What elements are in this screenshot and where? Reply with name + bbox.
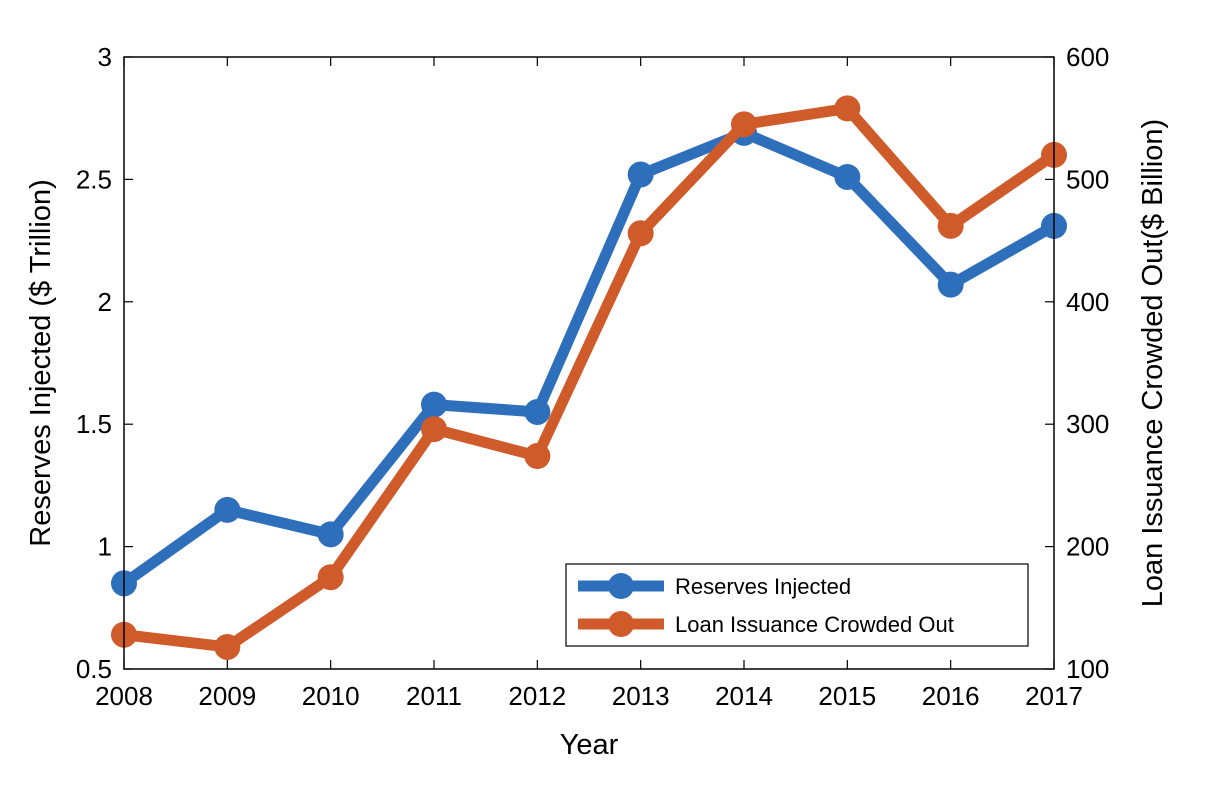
x-tick-label: 2017 bbox=[1025, 681, 1083, 711]
right-y-tick-label: 100 bbox=[1066, 654, 1109, 684]
data-point-loan bbox=[834, 95, 861, 122]
left-y-tick-label: 2.5 bbox=[76, 164, 112, 194]
right-y-tick-label: 600 bbox=[1066, 42, 1109, 72]
x-tick-label: 2009 bbox=[198, 681, 256, 711]
legend-label-loan: Loan Issuance Crowded Out bbox=[675, 612, 954, 637]
left-y-tick-label: 3 bbox=[98, 42, 112, 72]
data-point-reserves bbox=[627, 161, 654, 188]
legend-marker-loan bbox=[608, 611, 634, 637]
axis-ticks bbox=[123, 56, 1055, 670]
data-point-loan bbox=[627, 220, 654, 247]
left-y-tick-label: 1.5 bbox=[76, 409, 112, 439]
x-tick-label: 2015 bbox=[818, 681, 876, 711]
right-y-tick-label: 300 bbox=[1066, 409, 1109, 439]
x-tick-label: 2016 bbox=[922, 681, 980, 711]
data-point-reserves bbox=[524, 398, 551, 425]
x-tick-label: 2010 bbox=[302, 681, 360, 711]
x-tick-label: 2014 bbox=[715, 681, 773, 711]
x-tick-label: 2012 bbox=[508, 681, 566, 711]
x-axis-title: Year bbox=[560, 729, 619, 761]
series-line-reserves bbox=[120, 127, 1057, 588]
data-point-loan bbox=[937, 212, 964, 239]
data-point-reserves bbox=[937, 271, 964, 298]
data-point-loan bbox=[524, 443, 551, 470]
series-loan bbox=[111, 95, 1067, 660]
data-point-loan bbox=[317, 564, 344, 591]
x-tick-label: 2013 bbox=[612, 681, 670, 711]
left-y-tick-label: 0.5 bbox=[76, 654, 112, 684]
left-y-axis-title: Reserves Injected ($ Trillion) bbox=[25, 179, 57, 546]
data-point-reserves bbox=[214, 496, 241, 523]
axis-tick-labels: 2008 2009 2010 2011 2012 2013 2014 2015 2016 2017… bbox=[76, 42, 1110, 711]
data-point-reserves bbox=[834, 163, 861, 190]
plot-series-layer bbox=[111, 95, 1067, 660]
right-y-tick-label: 500 bbox=[1066, 164, 1109, 194]
x-tick-label: 2008 bbox=[95, 681, 153, 711]
left-y-tick-label: 1 bbox=[98, 532, 112, 562]
right-y-tick-label: 200 bbox=[1066, 532, 1109, 562]
plot-frame bbox=[123, 56, 1055, 670]
data-point-reserves bbox=[421, 391, 447, 418]
legend-label-reserves: Reserves Injected bbox=[675, 574, 851, 599]
data-point-loan bbox=[731, 111, 757, 138]
legend-marker-reserves bbox=[608, 573, 634, 599]
right-y-tick-label: 400 bbox=[1066, 287, 1109, 317]
right-y-axis-title: Loan Issuance Crowded Out($ Billion) bbox=[1137, 119, 1169, 607]
x-tick-label: 2011 bbox=[406, 681, 462, 711]
legend-box bbox=[565, 563, 1029, 647]
series-line-loan bbox=[123, 102, 1058, 653]
data-point-reserves bbox=[317, 521, 344, 548]
legend: Reserves Injected Loan Issuance Crowded … bbox=[565, 563, 1029, 647]
left-y-tick-label: 2 bbox=[98, 287, 112, 317]
data-point-loan bbox=[421, 416, 447, 443]
data-point-loan bbox=[214, 633, 241, 660]
